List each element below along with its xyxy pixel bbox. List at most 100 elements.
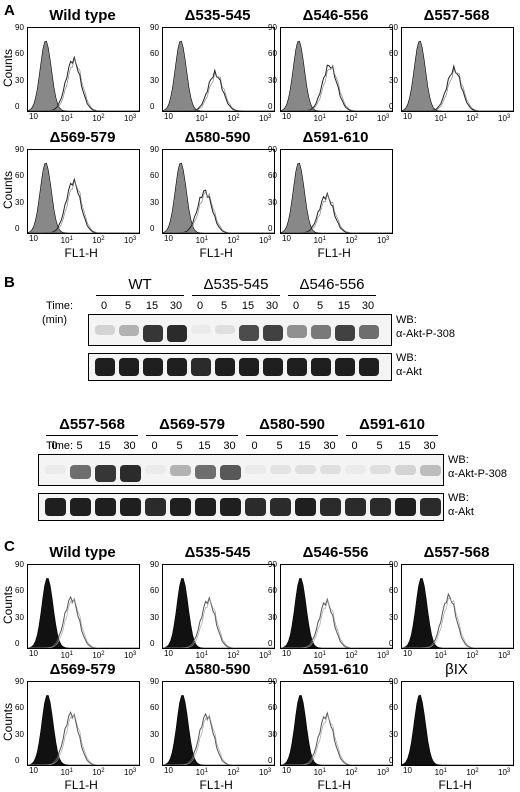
sample-histogram-overlay [163, 71, 274, 111]
x-tick-exponent: 3 [506, 114, 511, 120]
histogram-title: Δ546-556 [302, 7, 369, 24]
control-histogram [163, 40, 274, 111]
control-histogram [163, 162, 274, 233]
x-tick-label: 102 [92, 236, 105, 245]
y-tick-label: 90 [15, 677, 24, 686]
y-tick-label: 30 [389, 729, 398, 739]
x-tick-label: 10 [29, 234, 38, 243]
x-tick-label: 10 [164, 766, 173, 775]
y-tick-label: 0 [15, 639, 20, 648]
y-tick-label: 60 [150, 703, 159, 713]
histogram-svg [281, 578, 392, 648]
y-tick-label: 60 [150, 171, 159, 181]
x-tick-exponent: 2 [354, 236, 358, 242]
x-tick-exponent: 2 [101, 651, 105, 657]
x-tick-label: 101 [434, 651, 447, 660]
band-total [270, 498, 291, 516]
x-tick-label: 102 [466, 114, 479, 123]
band-phospho [335, 325, 355, 341]
sample-histogram [281, 711, 392, 765]
y-tick-label: 30 [389, 75, 398, 85]
band-phospho [311, 325, 331, 339]
control-histogram [281, 695, 392, 765]
blot-group-underline [146, 435, 238, 436]
band-phospho [119, 325, 139, 336]
x-tick-exponent: 2 [236, 236, 240, 242]
x-tick-label: 101 [313, 651, 326, 660]
blot-strip-total [38, 493, 444, 521]
y-tick-label: 90 [268, 677, 277, 686]
histogram-title: Wild type [49, 7, 116, 24]
x-tick-label: 10 [282, 766, 291, 775]
y-tick-label: 30 [15, 75, 24, 85]
band-phospho [145, 465, 166, 474]
x-tick-exponent: 1 [69, 114, 73, 120]
control-histogram [28, 695, 139, 765]
y-tick-label: 90 [15, 560, 24, 569]
blot-group-title: WT [128, 276, 152, 293]
blot-group-underline [246, 435, 338, 436]
x-tick-label: 10 [282, 234, 291, 243]
y-tick-label: 30 [150, 729, 159, 739]
sample-histogram-overlay [28, 58, 139, 111]
blot-group-underline [288, 295, 376, 296]
band-phospho [370, 465, 391, 474]
x-tick-label: 10 [282, 112, 291, 121]
band-total [95, 358, 115, 376]
histogram-title: Wild type [49, 544, 116, 561]
lane-time-label: 5 [76, 440, 83, 452]
band-phospho [70, 465, 91, 479]
control-histogram [281, 578, 392, 648]
band-phospho [295, 465, 316, 474]
x-tick-exponent: 3 [267, 768, 272, 774]
histogram-svg [402, 694, 513, 765]
time-label: Time: [46, 440, 74, 452]
y-tick-label: 0 [389, 102, 394, 111]
histogram-svg [402, 578, 513, 648]
sample-histogram [281, 191, 392, 233]
y-tick-label: 0 [150, 224, 155, 233]
sample-histogram [281, 64, 392, 111]
x-tick-exponent: 1 [443, 768, 447, 774]
y-tick-label: 0 [15, 224, 20, 233]
wb-label-phospho: WB: [448, 454, 469, 466]
x-tick-label: 103 [259, 651, 272, 660]
lane-time-label: 30 [323, 440, 336, 452]
x-tick-exponent: 3 [506, 768, 511, 774]
x-tick-label: 103 [377, 236, 390, 245]
x-tick-label: 10 [29, 112, 38, 121]
y-tick-label: 30 [15, 612, 24, 622]
band-total [335, 358, 355, 376]
y-tick-label: 60 [268, 171, 277, 181]
x-tick-label: 101 [195, 651, 208, 660]
histogram-title: Δ546-556 [302, 544, 369, 561]
sample-histogram-overlay [28, 712, 139, 765]
y-tick-label: 0 [389, 756, 394, 765]
control-histogram [28, 40, 139, 111]
lane-time-label: 0 [151, 440, 158, 452]
x-tick-exponent: 2 [475, 651, 479, 657]
y-tick-label: 30 [150, 75, 159, 85]
sample-histogram-overlay [28, 597, 139, 648]
y-tick-label: 90 [150, 560, 159, 569]
histogram-svg [281, 162, 392, 233]
x-tick-label: 101 [195, 114, 208, 123]
blot-group-underline [192, 295, 280, 296]
sample-histogram-overlay [163, 191, 274, 233]
x-tick-label: 102 [227, 236, 240, 245]
x-tick-exponent: 2 [236, 651, 240, 657]
y-tick-label: 30 [268, 197, 277, 207]
band-total [95, 498, 116, 516]
sample-histogram-overlay [402, 68, 513, 111]
x-tick-label: 102 [92, 651, 105, 660]
band-total [420, 498, 441, 516]
y-tick-label: 60 [389, 586, 398, 596]
x-tick-exponent: 2 [354, 768, 358, 774]
x-tick-label: 102 [466, 651, 479, 660]
blot-group-title: Δ569-579 [159, 416, 225, 433]
band-total [220, 498, 241, 516]
x-tick-label: 102 [227, 768, 240, 777]
y-tick-label: 90 [150, 145, 159, 154]
y-tick-label: 30 [268, 75, 277, 85]
band-total [120, 498, 141, 516]
